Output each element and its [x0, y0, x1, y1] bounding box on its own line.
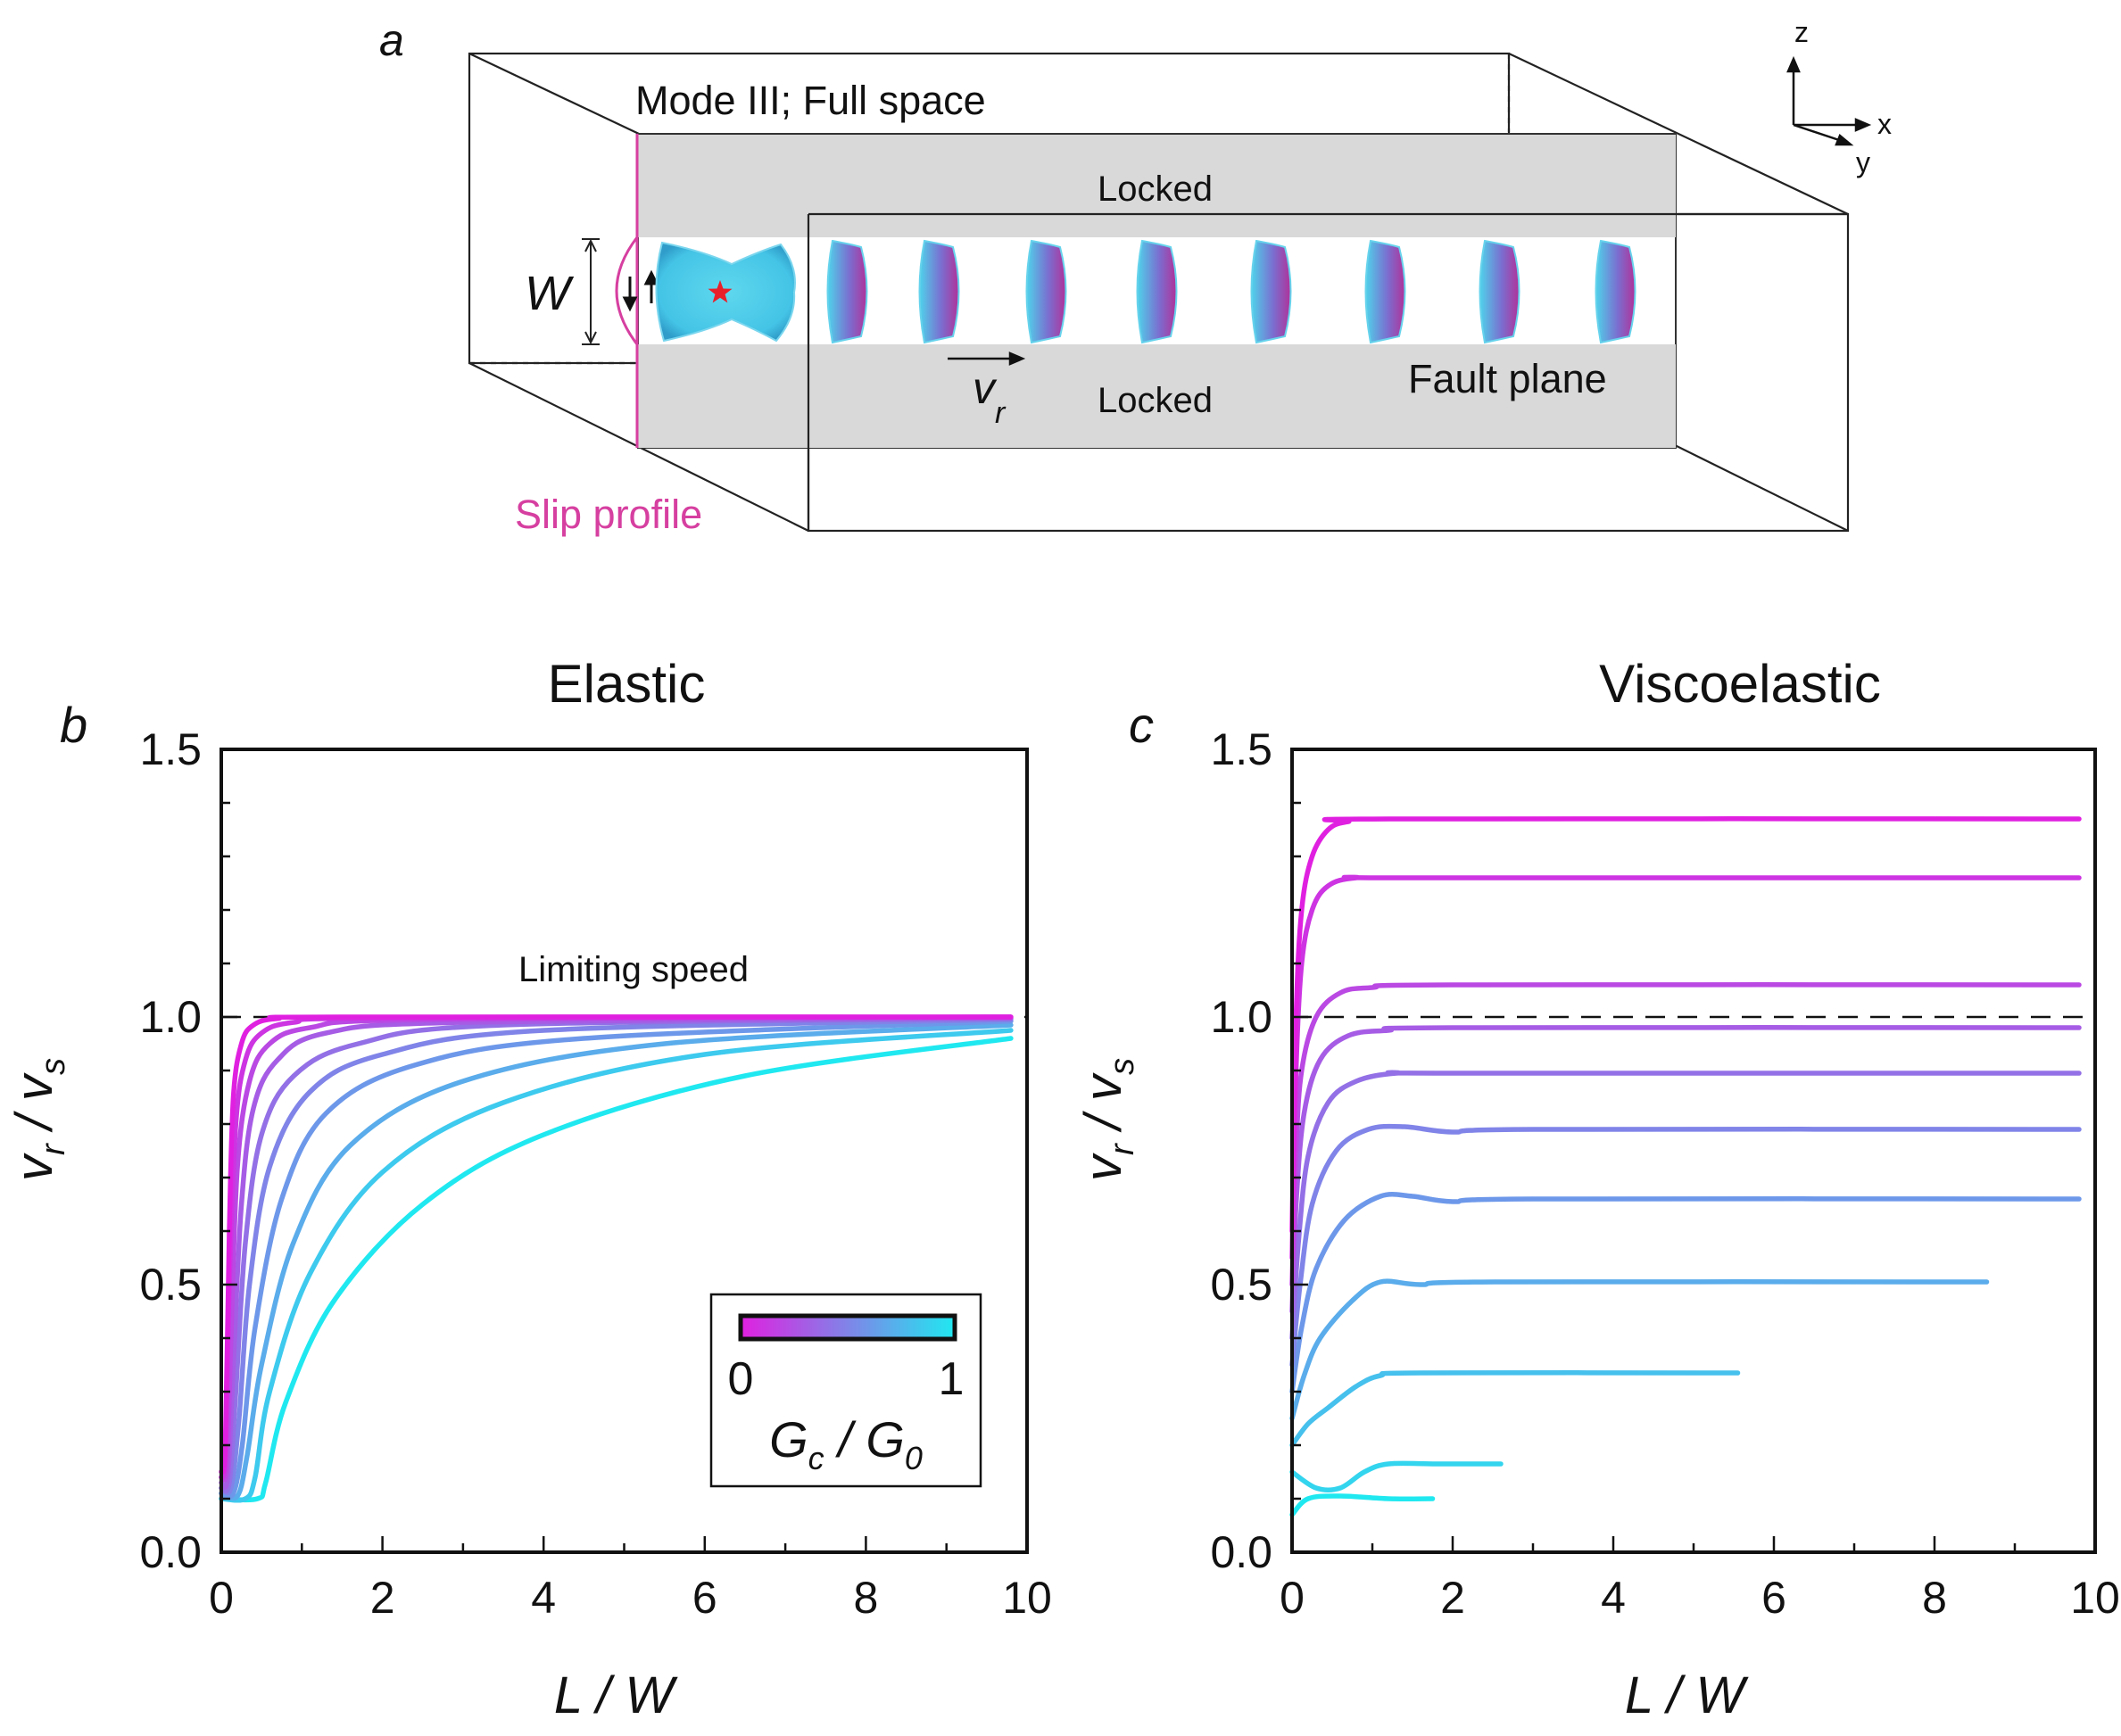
- elastic-series-line: [219, 1036, 1014, 1503]
- colorbar-legend: 0 1 Gc / G0: [709, 1293, 982, 1488]
- viscoelastic-x-tick-label: 10: [2070, 1573, 2120, 1623]
- colorbar-max-label: 1: [939, 1353, 965, 1405]
- panel-a-title: Mode III; Full space: [635, 78, 986, 123]
- panel-c-title: Viscoelastic: [1599, 654, 1881, 714]
- axis-y-label: y: [1856, 146, 1870, 178]
- rupture-front-1: [826, 239, 868, 344]
- y-axis-label-b: vr / vs: [5, 1058, 72, 1181]
- viscoelastic-series-line: [1289, 1370, 1741, 1448]
- panel-c: c Viscoelastic 0 2 4 6 8 10 0.0 0.5 1.0 1.5 L / W…: [1074, 654, 2120, 1724]
- x-axis-label-c: L / W: [1625, 1666, 1750, 1724]
- panel-b-title: Elastic: [548, 654, 706, 714]
- colorbar-gradient: [738, 1313, 957, 1342]
- slip-profile-curve: [615, 236, 639, 345]
- x-axis-label-b: L / W: [554, 1666, 679, 1724]
- rupture-front-2: [918, 239, 960, 344]
- elastic-series-line: [219, 1022, 1014, 1501]
- rupture-direction-arrow-icon: [948, 351, 1026, 366]
- viscoelastic-series-line: [1289, 816, 2082, 1234]
- elastic-y-tick-label: 0.5: [139, 1260, 202, 1310]
- locked-region-bottom: [638, 344, 1676, 448]
- plot-b: 0 2 4 6 8 100.00.51.01.5: [139, 724, 1051, 1623]
- slip-arrows-icon: [622, 269, 659, 312]
- elastic-x-tick-label: 10: [1002, 1573, 1052, 1623]
- viscoelastic-x-tick-label: 2: [1440, 1573, 1465, 1623]
- axes-triad-icon: [1786, 55, 1872, 146]
- axis-x-label: x: [1877, 108, 1892, 140]
- elastic-series-line: [219, 1017, 1014, 1496]
- viscoelastic-series-line: [1289, 1192, 2082, 1394]
- rupture-speed-label: vr: [973, 363, 1007, 430]
- width-dimension: [582, 238, 600, 345]
- elastic-x-tick-label: 2: [370, 1573, 395, 1623]
- viscoelastic-x-tick-label: 0: [1280, 1573, 1305, 1623]
- elastic-y-tick-label: 0.0: [139, 1527, 202, 1577]
- elastic-x-tick-label: 8: [853, 1573, 878, 1623]
- width-label: W: [525, 267, 575, 320]
- viscoelastic-series-line: [1289, 1493, 1436, 1517]
- locked-label-bottom: Locked: [1098, 381, 1213, 420]
- rupture-front-3: [1025, 239, 1067, 344]
- viscoelastic-y-tick-label: 1.0: [1210, 992, 1272, 1042]
- colorbar-title: Gc / G0: [769, 1411, 923, 1476]
- viscoelastic-y-tick-label: 0.5: [1210, 1260, 1272, 1310]
- limiting-speed-label: Limiting speed: [518, 950, 749, 989]
- rupture-fronts: [826, 239, 1636, 344]
- viscoelastic-x-tick-label: 8: [1922, 1573, 1947, 1623]
- locked-region-top: [638, 134, 1676, 237]
- colorbar-min-label: 0: [728, 1353, 754, 1405]
- viscoelastic-x-tick-label: 6: [1761, 1573, 1786, 1623]
- elastic-x-tick-label: 4: [531, 1573, 556, 1623]
- viscoelastic-x-tick-label: 4: [1601, 1573, 1626, 1623]
- panel-a: a Mode III; Full space Locked Locked Fau…: [379, 15, 1892, 537]
- panel-b-label: b: [60, 697, 87, 753]
- rupture-front-4: [1136, 239, 1178, 344]
- viscoelastic-y-tick-label: 0.0: [1210, 1527, 1272, 1577]
- viscoelastic-series-line: [1289, 1278, 1990, 1421]
- slip-profile-label: Slip profile: [515, 492, 702, 537]
- viscoelastic-series-line: [1289, 1123, 2082, 1368]
- viscoelastic-series-line: [1289, 1070, 2082, 1341]
- elastic-series-line: [219, 1019, 1014, 1500]
- nucleation-star-icon: [708, 280, 733, 303]
- elastic-x-tick-label: 0: [209, 1573, 234, 1623]
- viscoelastic-plot-frame: [1290, 748, 2097, 1554]
- panel-b: b Elastic 0 2 4 6 8 100.00.51.01.5 Limiting s…: [5, 654, 1052, 1724]
- elastic-y-tick-label: 1.0: [139, 992, 202, 1042]
- elastic-y-tick-label: 1.5: [139, 724, 202, 774]
- fault-plane-label: Fault plane: [1408, 356, 1607, 401]
- elastic-x-tick-label: 6: [692, 1573, 717, 1623]
- plot-c: 0 2 4 6 8 10 0.0 0.5 1.0 1.5: [1210, 724, 2119, 1623]
- panel-a-label: a: [379, 15, 404, 65]
- viscoelastic-series-line: [1289, 1025, 2082, 1314]
- axis-z-label: z: [1794, 16, 1809, 48]
- panel-c-label: c: [1129, 697, 1154, 753]
- rupture-front-5: [1250, 239, 1292, 344]
- rupture-front-7: [1479, 239, 1520, 344]
- viscoelastic-y-tick-label: 1.5: [1210, 724, 1272, 774]
- elastic-series-line: [219, 1028, 1014, 1503]
- rupture-front-8: [1595, 239, 1636, 344]
- locked-label-top: Locked: [1098, 169, 1213, 209]
- rupture-front-6: [1364, 239, 1406, 344]
- y-axis-label-c: vr / vs: [1074, 1058, 1141, 1181]
- viscoelastic-series-line: [1289, 1460, 1504, 1492]
- elastic-series-line: [219, 1014, 1014, 1475]
